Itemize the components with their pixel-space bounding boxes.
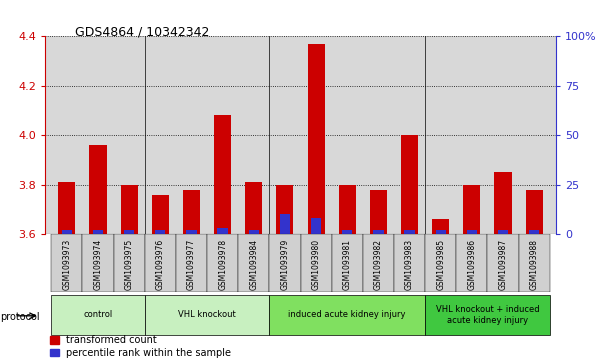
Text: VHL knockout: VHL knockout bbox=[178, 310, 236, 319]
Text: GSM1093975: GSM1093975 bbox=[124, 239, 133, 290]
Bar bbox=[214, 115, 231, 234]
Bar bbox=[155, 230, 165, 234]
FancyBboxPatch shape bbox=[519, 234, 550, 292]
Bar bbox=[311, 218, 321, 234]
Bar bbox=[432, 219, 449, 234]
Bar bbox=[308, 44, 325, 234]
Bar bbox=[525, 189, 543, 234]
Text: GSM1093979: GSM1093979 bbox=[281, 239, 290, 290]
Text: control: control bbox=[84, 310, 112, 319]
FancyBboxPatch shape bbox=[332, 234, 363, 292]
Bar bbox=[93, 230, 103, 234]
FancyBboxPatch shape bbox=[269, 295, 425, 335]
Bar bbox=[62, 230, 72, 234]
Text: GSM1093974: GSM1093974 bbox=[94, 239, 103, 290]
FancyBboxPatch shape bbox=[394, 234, 425, 292]
Bar bbox=[90, 145, 106, 234]
FancyBboxPatch shape bbox=[363, 234, 394, 292]
Bar bbox=[373, 230, 383, 234]
Text: GSM1093977: GSM1093977 bbox=[187, 239, 196, 290]
FancyBboxPatch shape bbox=[51, 234, 82, 292]
Bar bbox=[401, 135, 418, 234]
Bar bbox=[495, 172, 511, 234]
Text: GSM1093983: GSM1093983 bbox=[405, 239, 414, 290]
FancyBboxPatch shape bbox=[207, 234, 238, 292]
Text: GSM1093982: GSM1093982 bbox=[374, 239, 383, 290]
Bar bbox=[463, 185, 480, 234]
Text: GSM1093981: GSM1093981 bbox=[343, 239, 352, 290]
Text: protocol: protocol bbox=[1, 311, 40, 322]
FancyBboxPatch shape bbox=[425, 295, 550, 335]
Text: GSM1093984: GSM1093984 bbox=[249, 239, 258, 290]
Bar bbox=[121, 185, 138, 234]
Text: GSM1093973: GSM1093973 bbox=[63, 239, 72, 290]
Bar bbox=[338, 185, 356, 234]
Text: GSM1093986: GSM1093986 bbox=[468, 239, 477, 290]
Text: GSM1093976: GSM1093976 bbox=[156, 239, 165, 290]
Bar bbox=[498, 230, 508, 234]
Bar bbox=[183, 189, 200, 234]
Text: GDS4864 / 10342342: GDS4864 / 10342342 bbox=[75, 25, 210, 38]
Bar bbox=[152, 195, 169, 234]
FancyBboxPatch shape bbox=[269, 234, 300, 292]
Bar bbox=[124, 230, 134, 234]
Bar bbox=[249, 230, 259, 234]
Text: GSM1093978: GSM1093978 bbox=[218, 239, 227, 290]
FancyBboxPatch shape bbox=[238, 234, 269, 292]
Text: VHL knockout + induced
acute kidney injury: VHL knockout + induced acute kidney inju… bbox=[436, 305, 539, 325]
FancyBboxPatch shape bbox=[145, 234, 176, 292]
Bar bbox=[529, 230, 539, 234]
Text: induced acute kidney injury: induced acute kidney injury bbox=[288, 310, 406, 319]
Text: GSM1093987: GSM1093987 bbox=[498, 239, 507, 290]
Bar bbox=[186, 230, 197, 234]
Bar bbox=[370, 189, 387, 234]
FancyBboxPatch shape bbox=[145, 295, 269, 335]
FancyBboxPatch shape bbox=[82, 234, 114, 292]
Bar bbox=[436, 230, 446, 234]
Text: GSM1093988: GSM1093988 bbox=[529, 239, 538, 290]
FancyBboxPatch shape bbox=[51, 295, 145, 335]
FancyBboxPatch shape bbox=[456, 234, 487, 292]
Bar bbox=[218, 228, 228, 234]
Bar bbox=[467, 230, 477, 234]
FancyBboxPatch shape bbox=[487, 234, 519, 292]
FancyBboxPatch shape bbox=[176, 234, 207, 292]
Bar bbox=[342, 230, 352, 234]
Bar bbox=[276, 185, 293, 234]
Bar bbox=[280, 214, 290, 234]
FancyBboxPatch shape bbox=[114, 234, 145, 292]
Bar bbox=[245, 182, 263, 234]
Legend: transformed count, percentile rank within the sample: transformed count, percentile rank withi… bbox=[50, 335, 231, 358]
Text: GSM1093985: GSM1093985 bbox=[436, 239, 445, 290]
Bar bbox=[404, 230, 415, 234]
Bar bbox=[58, 182, 76, 234]
FancyBboxPatch shape bbox=[425, 234, 456, 292]
FancyBboxPatch shape bbox=[300, 234, 332, 292]
Text: GSM1093980: GSM1093980 bbox=[311, 239, 320, 290]
